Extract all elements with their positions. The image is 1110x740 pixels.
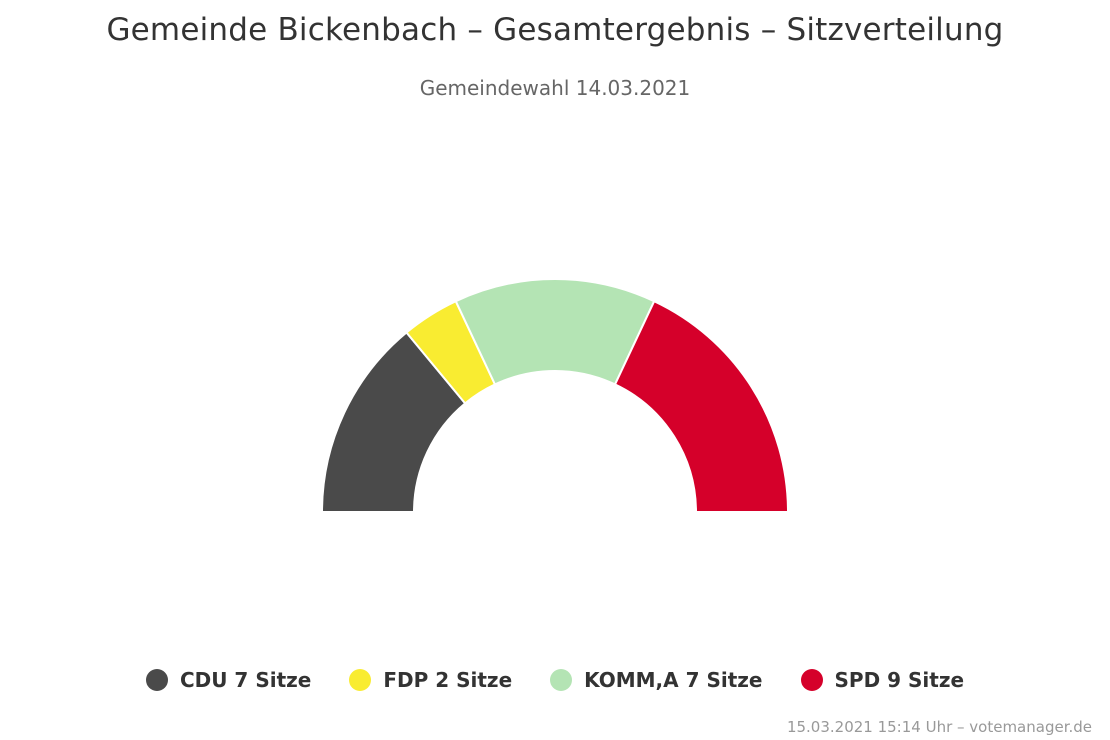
legend-dot-komma [550, 669, 573, 691]
legend-item-cdu[interactable]: CDU 7 Sitze [145, 668, 312, 692]
credits-link[interactable]: 15.03.2021 15:14 Uhr – votemanager.de [786, 718, 1092, 736]
legend-label-cdu: CDU 7 Sitze [179, 668, 312, 692]
legend-dot-spd [800, 669, 823, 691]
chart-title: Gemeinde Bickenbach – Gesamtergebnis – S… [106, 12, 1004, 48]
seat-slice-spd[interactable] [613, 299, 790, 513]
legend: CDU 7 Sitze FDP 2 Sitze KOMM,A 7 Sitze S… [0, 668, 1110, 692]
legend-dot-cdu [145, 669, 168, 691]
chart-subtitle: Gemeindewahl 14.03.2021 [419, 76, 691, 100]
legend-item-spd[interactable]: SPD 9 Sitze [800, 668, 965, 692]
legend-item-fdp[interactable]: FDP 2 Sitze [349, 668, 512, 692]
legend-label-fdp: FDP 2 Sitze [383, 668, 513, 692]
legend-item-komma[interactable]: KOMM,A 7 Sitze [550, 668, 763, 692]
legend-label-komma: KOMM,A 7 Sitze [584, 668, 763, 692]
legend-dot-fdp [349, 669, 372, 691]
legend-label-spd: SPD 9 Sitze [834, 668, 965, 692]
